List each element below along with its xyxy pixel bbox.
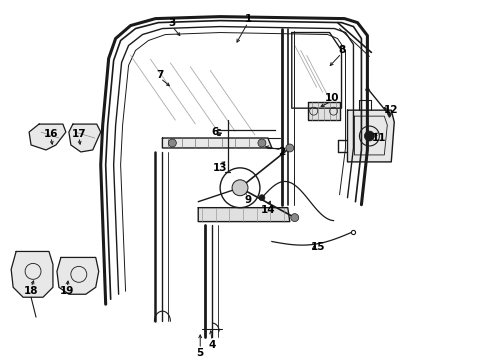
Polygon shape: [308, 102, 340, 120]
Text: 8: 8: [338, 45, 345, 55]
Polygon shape: [57, 257, 98, 294]
Text: 10: 10: [324, 93, 339, 103]
Polygon shape: [11, 251, 53, 297]
Circle shape: [259, 195, 265, 201]
Text: 7: 7: [157, 70, 164, 80]
Circle shape: [291, 213, 299, 222]
Text: 19: 19: [60, 286, 74, 296]
Text: 17: 17: [72, 129, 86, 139]
Text: 3: 3: [169, 18, 176, 28]
Text: 15: 15: [310, 243, 325, 252]
Text: 4: 4: [208, 340, 216, 350]
Polygon shape: [162, 138, 272, 148]
Circle shape: [169, 139, 176, 147]
Text: 16: 16: [44, 129, 58, 139]
Polygon shape: [69, 124, 101, 152]
Polygon shape: [198, 208, 290, 222]
Text: 14: 14: [261, 205, 275, 215]
Polygon shape: [347, 110, 394, 162]
Polygon shape: [29, 124, 66, 150]
Circle shape: [365, 131, 374, 141]
Circle shape: [258, 139, 266, 147]
Text: 9: 9: [245, 195, 251, 205]
Circle shape: [286, 144, 294, 152]
Text: 1: 1: [245, 14, 251, 24]
Circle shape: [232, 180, 248, 196]
Text: 2: 2: [278, 147, 286, 157]
Text: 13: 13: [213, 163, 227, 173]
Text: 12: 12: [384, 105, 398, 115]
Text: 5: 5: [196, 348, 204, 358]
Text: 18: 18: [24, 286, 38, 296]
Text: 6: 6: [212, 127, 219, 137]
Text: 11: 11: [372, 133, 387, 143]
